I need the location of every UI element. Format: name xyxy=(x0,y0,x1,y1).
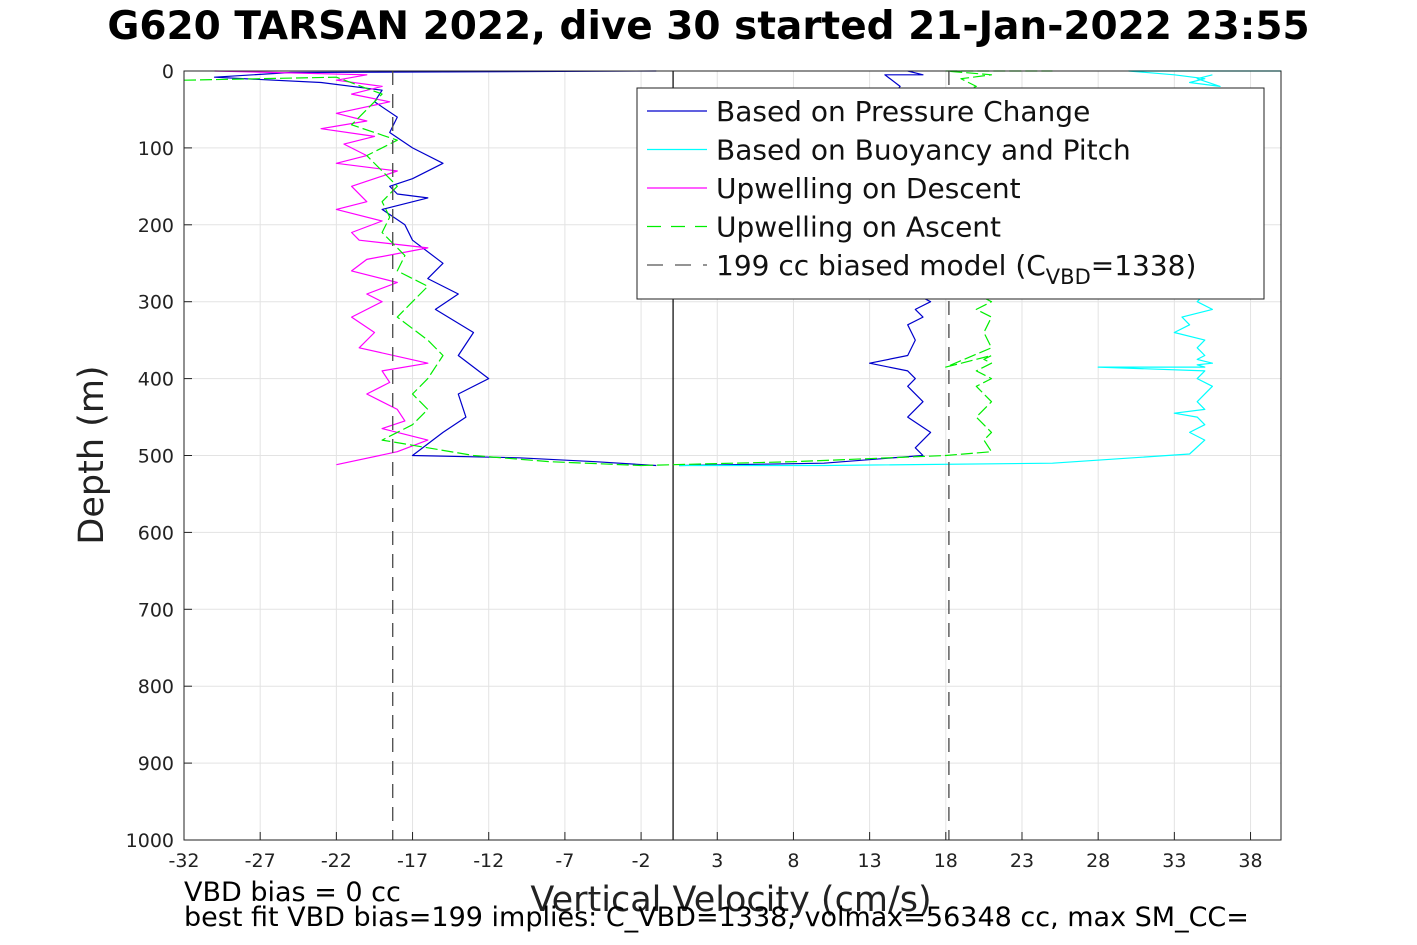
x-tick-label: 38 xyxy=(1238,850,1262,872)
legend-label-text: Based on Buoyancy and Pitch xyxy=(716,134,1131,167)
series-buoyancy-line xyxy=(679,293,1214,467)
series-buoyancy-line xyxy=(1127,70,1281,88)
x-tick-label: -12 xyxy=(473,850,504,872)
x-tick-label: -17 xyxy=(397,850,428,872)
legend-label-text: Upwelling on Descent xyxy=(716,172,1021,205)
legend-label-pressure: Based on Pressure Change xyxy=(716,95,1090,128)
legend-label-text: 199 cc biased model (C xyxy=(716,249,1046,282)
legend: Based on Pressure Change Based on Buoyanc… xyxy=(636,87,1265,300)
y-tick-label: 300 xyxy=(138,292,174,314)
x-tick-label: 23 xyxy=(1010,850,1034,872)
x-tick-label: 13 xyxy=(858,850,882,872)
y-tick-label: 800 xyxy=(138,676,174,698)
y-axis-label: Depth (m) xyxy=(72,365,112,544)
legend-label-buoyancy: Based on Buoyancy and Pitch xyxy=(716,134,1131,167)
x-tick-label: 8 xyxy=(787,850,799,872)
legend-box xyxy=(636,87,1265,300)
chart-title: G620 TARSAN 2022, dive 30 started 21-Jan… xyxy=(107,4,1310,49)
x-tick-label: -7 xyxy=(555,850,574,872)
x-tick-label: 3 xyxy=(711,850,723,872)
legend-label-text: Based on Pressure Change xyxy=(716,95,1090,128)
y-tick-label: 200 xyxy=(138,215,174,237)
series-ascent-line xyxy=(183,76,642,467)
legend-label-model: 199 cc biased model (CVBD=1338) xyxy=(716,249,1196,289)
y-tick-label: 400 xyxy=(138,369,174,391)
x-tick-label: -2 xyxy=(632,850,651,872)
legend-label-descent: Upwelling on Descent xyxy=(716,172,1021,205)
x-tick-label: -22 xyxy=(321,850,352,872)
series-pressure-line xyxy=(213,70,657,467)
axis-ticks: -32 -27 -22 -17 -12 -7 -2 3 8 13 18 23 28 33 380100200… xyxy=(126,61,1263,872)
x-axis-label: Vertical Velocity (cm/s) xyxy=(530,880,931,920)
y-tick-label: 100 xyxy=(138,138,174,160)
series-ascent-line xyxy=(945,70,1053,287)
x-tick-label: 18 xyxy=(934,850,958,872)
y-tick-label: 0 xyxy=(162,61,174,83)
legend-label-subscript: VBD xyxy=(1046,265,1091,289)
legend-label-tail: =1338) xyxy=(1091,249,1197,282)
series-descent-line xyxy=(214,70,429,466)
legend-label-ascent: Upwelling on Ascent xyxy=(716,211,1001,244)
x-tick-label: -27 xyxy=(245,850,276,872)
y-tick-label: 500 xyxy=(138,446,174,468)
x-tick-label: 28 xyxy=(1086,850,1110,872)
best-fit-note: best fit VBD bias=199 implies: C_VBD=133… xyxy=(184,902,1249,933)
x-tick-label: 33 xyxy=(1162,850,1186,872)
vbd-bias-note: VBD bias = 0 cc xyxy=(184,877,401,908)
y-tick-label: 900 xyxy=(138,753,174,775)
y-tick-label: 700 xyxy=(138,599,174,621)
y-tick-label: 600 xyxy=(138,522,174,544)
x-tick-label: -32 xyxy=(168,850,199,872)
y-tick-label: 1000 xyxy=(126,830,174,852)
series-ascent-line xyxy=(641,289,993,467)
legend-label-text: Upwelling on Ascent xyxy=(716,211,1001,244)
